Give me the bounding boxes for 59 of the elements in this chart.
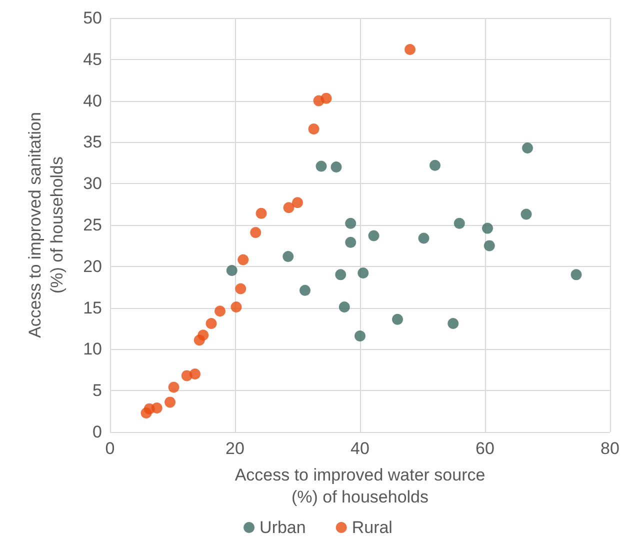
point bbox=[300, 284, 310, 296]
point bbox=[230, 301, 242, 312]
point bbox=[570, 269, 582, 280]
y-tick-label: 5 bbox=[92, 381, 102, 400]
point bbox=[354, 330, 366, 342]
point bbox=[454, 218, 465, 229]
point bbox=[235, 283, 246, 294]
y-tick-label: 25 bbox=[83, 216, 102, 234]
point bbox=[206, 318, 217, 330]
point bbox=[345, 236, 356, 248]
legend-label: Rural bbox=[352, 518, 392, 537]
point bbox=[448, 318, 459, 330]
point bbox=[368, 230, 380, 242]
point bbox=[520, 208, 532, 220]
x-tick-label: 40 bbox=[350, 439, 370, 458]
y-tick-label: 35 bbox=[83, 132, 102, 152]
point bbox=[250, 226, 262, 238]
point bbox=[320, 92, 332, 104]
point bbox=[238, 254, 249, 266]
y-tick-label: 10 bbox=[83, 340, 102, 359]
point bbox=[226, 265, 238, 276]
point bbox=[181, 370, 192, 382]
point bbox=[345, 218, 356, 229]
point bbox=[140, 407, 152, 418]
point bbox=[335, 269, 346, 280]
point bbox=[282, 250, 294, 262]
point bbox=[482, 222, 493, 234]
x-tick-label: 0 bbox=[105, 439, 115, 458]
point bbox=[214, 306, 226, 317]
y-tick-label: 40 bbox=[83, 91, 102, 110]
x-tick-label: 80 bbox=[600, 439, 620, 458]
y-tick-label: 0 bbox=[92, 422, 102, 442]
y-axis-title: Access to improved sanitation (%) of households bbox=[26, 112, 66, 338]
point bbox=[338, 301, 350, 312]
point bbox=[330, 162, 342, 173]
point bbox=[308, 123, 320, 134]
point bbox=[164, 396, 176, 408]
y-tick-label: 45 bbox=[83, 50, 102, 69]
point bbox=[430, 160, 440, 171]
y-tick-label: 15 bbox=[83, 298, 102, 318]
y-tick-label: 50 bbox=[83, 8, 102, 28]
x-axis-title: Access to improved water source (%) of households bbox=[234, 466, 486, 506]
point bbox=[404, 44, 416, 55]
point bbox=[292, 197, 303, 208]
point bbox=[522, 142, 533, 154]
point bbox=[484, 240, 495, 252]
x-tick-label: 60 bbox=[476, 439, 494, 458]
point bbox=[418, 232, 430, 244]
x-tick-label: 20 bbox=[226, 439, 244, 458]
legend-label: Urban bbox=[260, 518, 306, 537]
point bbox=[256, 208, 267, 219]
point bbox=[283, 202, 294, 214]
y-tick-label: 20 bbox=[83, 256, 102, 276]
point bbox=[194, 334, 205, 346]
point bbox=[358, 268, 369, 279]
point bbox=[316, 160, 327, 172]
point bbox=[392, 314, 403, 325]
point bbox=[168, 382, 180, 393]
y-tick-label: 30 bbox=[83, 174, 102, 194]
